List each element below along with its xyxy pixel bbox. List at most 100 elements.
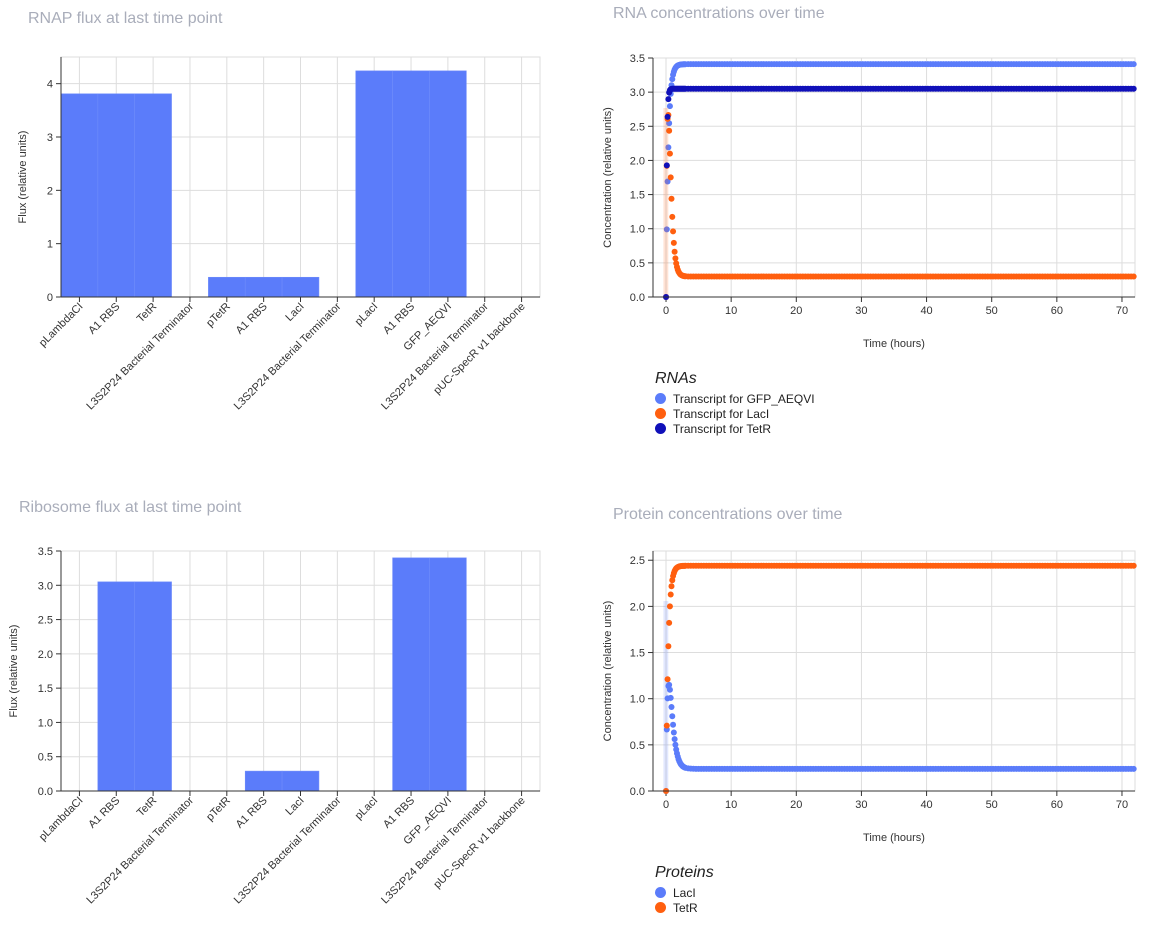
data-point xyxy=(665,96,672,103)
y-tick-label: 3.5 xyxy=(630,53,645,65)
bar xyxy=(429,557,467,792)
x-tick-label: pLacI xyxy=(353,795,381,823)
rna-conc-title: RNA concentrations over time xyxy=(613,5,825,22)
x-tick-label: LacI xyxy=(283,301,306,324)
data-point xyxy=(672,255,679,262)
x-tick-label: A1 RBS xyxy=(381,301,417,337)
data-point xyxy=(672,741,679,748)
x-tick-label: 60 xyxy=(1051,305,1063,317)
data-point xyxy=(666,681,673,688)
x-tick-label: TetR xyxy=(135,301,160,326)
bar xyxy=(281,770,320,792)
legend-item: Transcript for LacI xyxy=(655,406,815,421)
x-tick-label: pTetR xyxy=(204,301,233,330)
y-tick-label: 0.5 xyxy=(630,740,645,752)
y-tick-label: 2 xyxy=(47,185,53,197)
bar xyxy=(244,276,283,298)
data-point xyxy=(666,603,673,610)
legend-swatch xyxy=(655,423,666,434)
y-tick-label: 3 xyxy=(47,132,53,144)
x-tick-label: A1 RBS xyxy=(234,301,270,337)
data-point xyxy=(1130,765,1137,772)
y-tick-label: 1.5 xyxy=(630,190,645,202)
y-tick-label: 1.0 xyxy=(38,717,53,729)
x-tick-label: A1 RBS xyxy=(86,301,122,337)
y-tick-label: 0.0 xyxy=(38,786,53,798)
y-tick-label: 1.0 xyxy=(630,224,645,236)
legend-item: Transcript for GFP_AEQVI xyxy=(655,391,815,406)
x-tick-label: pLambdaCI xyxy=(37,301,86,350)
y-tick-label: 1 xyxy=(47,239,53,251)
x-tick-label: A1 RBS xyxy=(234,795,270,831)
y-axis-label: Flux (relative units) xyxy=(8,625,20,718)
data-point xyxy=(663,226,670,233)
data-point xyxy=(669,213,676,220)
y-tick-label: 3.0 xyxy=(38,580,53,592)
bar xyxy=(134,581,172,792)
x-tick-label: 20 xyxy=(790,799,802,811)
plot-frame xyxy=(652,550,1136,792)
data-point xyxy=(1130,61,1137,68)
y-axis-label: Concentration (relative units) xyxy=(602,107,614,248)
ribosome-flux-panel: Ribosome flux at last time point 0.0 0.5 1… xyxy=(0,495,560,932)
data-point xyxy=(669,713,676,720)
x-tick-label: 50 xyxy=(986,799,998,811)
x-tick-label: TetR xyxy=(135,795,160,820)
x-tick-label: 0 xyxy=(663,305,669,317)
y-axis-label: Flux (relative units) xyxy=(17,131,29,224)
x-tick-label: A1 RBS xyxy=(86,795,122,831)
bar xyxy=(392,557,430,792)
y-tick-label: 1.5 xyxy=(630,648,645,660)
bar xyxy=(97,93,135,298)
y-tick-label: 2.0 xyxy=(630,601,645,613)
x-tick-label: 70 xyxy=(1116,305,1128,317)
protein-legend-title: Proteins xyxy=(655,864,714,881)
data-point xyxy=(1130,273,1137,280)
legend-swatch xyxy=(655,393,666,404)
data-point xyxy=(671,248,678,255)
protein-conc-panel: Protein concentrations over time 0.0 0.5 1… xyxy=(590,500,1150,932)
data-point xyxy=(668,704,675,711)
bar xyxy=(429,70,467,298)
legend-label: Transcript for LacI xyxy=(673,406,770,421)
plot-frame xyxy=(652,57,1136,298)
x-tick-label: pLacI xyxy=(353,301,381,329)
bar xyxy=(60,93,99,298)
data-point xyxy=(667,174,674,181)
data-point xyxy=(666,103,673,110)
rnap-flux-panel: RNAP flux at last time point 0 1 2 3 4 pLambd… xyxy=(0,0,560,470)
rna-conc-panel: RNA concentrations over time 0.0 0.5 1.0 1.… xyxy=(590,0,1150,470)
data-point xyxy=(666,150,673,157)
protein-conc-title: Protein concentrations over time xyxy=(613,506,843,523)
y-tick-label: 2.0 xyxy=(630,155,645,167)
y-tick-label: 0.0 xyxy=(630,786,645,798)
legend-item: Transcript for TetR xyxy=(655,421,815,436)
ribosome-flux-title: Ribosome flux at last time point xyxy=(19,499,242,516)
data-point xyxy=(666,127,673,134)
data-point xyxy=(671,736,678,743)
data-point xyxy=(668,195,675,202)
y-axis-label: Concentration (relative units) xyxy=(602,601,614,742)
legend-label: LacI xyxy=(673,885,696,900)
legend-label: Transcript for TetR xyxy=(673,421,772,436)
legend-label: TetR xyxy=(673,900,698,915)
bar xyxy=(281,276,320,298)
bar xyxy=(244,770,283,792)
data-point xyxy=(666,619,673,626)
x-tick-label: pLambdaCI xyxy=(37,795,86,844)
bar xyxy=(392,70,430,298)
x-tick-label: 40 xyxy=(920,305,932,317)
y-tick-label: 2.5 xyxy=(38,615,53,627)
x-tick-label: 10 xyxy=(725,305,737,317)
x-tick-label: pTetR xyxy=(204,795,233,824)
x-tick-label: 20 xyxy=(790,305,802,317)
protein-legend: Proteins LacI TetR xyxy=(655,864,714,915)
y-tick-label: 3.5 xyxy=(38,546,53,558)
bar xyxy=(134,93,172,298)
data-point xyxy=(664,676,671,683)
data-point xyxy=(664,178,671,185)
y-tick-label: 0 xyxy=(47,292,53,304)
x-tick-label: 70 xyxy=(1116,799,1128,811)
